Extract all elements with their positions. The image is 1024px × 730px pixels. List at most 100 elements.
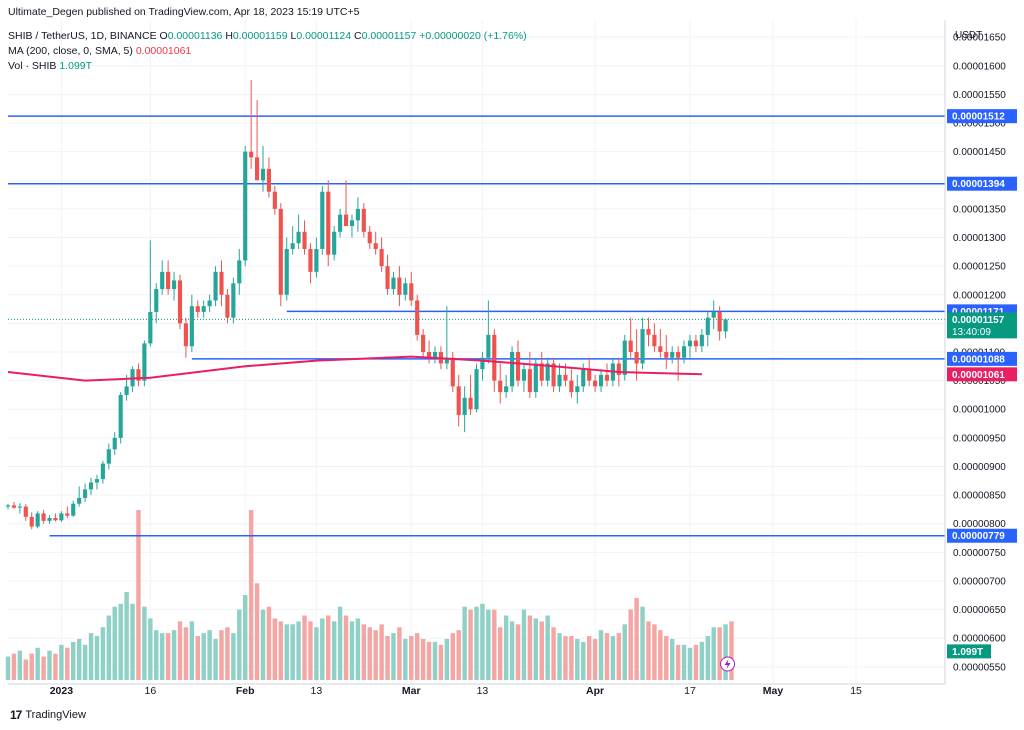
volume-bar [729,621,734,680]
volume-bar [634,597,639,680]
volume-bar [355,618,361,680]
volume-bar [432,641,438,680]
candle-body [403,283,408,295]
candle-body [616,363,621,375]
level-tag-label: 0.00001171 [952,307,1005,318]
candle-body [17,506,22,508]
candle-body [670,352,675,358]
candle-body [432,352,438,358]
volume-bar [201,633,206,680]
volume-bar [581,641,586,680]
y-tick-label: 0.00001250 [953,262,1006,273]
volume-bar [486,609,491,680]
volume-bar [100,627,106,680]
volume-bar [711,627,716,680]
volume-bar [646,621,651,680]
candle-body [533,363,538,393]
high-label: H [225,30,233,42]
candle-body [41,513,46,521]
volume-bar [337,606,343,680]
candle-body [29,516,34,527]
candle-body [640,329,645,364]
close-label: C [354,30,362,42]
volume-bar [497,627,503,680]
x-tick-label: May [763,685,784,697]
volume-bar [290,624,295,680]
volume-bar [669,638,675,680]
volume-bars [5,510,734,680]
volume-bar [94,636,100,680]
volume-bar [693,644,699,680]
volume-bar [88,633,94,680]
candle-body [409,283,414,301]
axis-tags: 0.00001512 0.00001394 0.00001171 0.00001088… [720,109,1017,672]
volume-bar [314,627,319,680]
volume-bar [284,624,289,680]
candle-body [480,357,485,370]
candle-body [581,369,586,387]
price-tag [947,312,1017,339]
candle-body [628,340,633,352]
volume-bar [391,633,396,680]
symbol-text: SHIB / TetherUS, 1D, BINANCE [8,30,157,42]
y-tick-label: 0.00001300 [953,233,1006,244]
candle-body [343,214,349,227]
tradingview-brand[interactable]: 17 TradingView [10,708,86,722]
y-tick-label: 0.00000950 [953,433,1006,444]
candle-body [71,503,76,516]
y-tick-label: 0.00000750 [953,548,1006,559]
candle-body [260,168,266,181]
volume-bar [557,633,562,680]
candle-body [255,157,260,181]
volume-bar [242,595,248,680]
level-tag [947,176,1017,191]
candle-body [385,266,390,290]
volume-bar [29,653,34,680]
candle-body [195,306,200,312]
volume-bar [326,615,331,680]
volume-bar [551,627,556,680]
candle-body [646,329,651,335]
volume-bar [723,624,728,680]
candle-body [397,277,402,295]
x-tick-label: 15 [850,685,862,697]
open-label: O [159,30,168,42]
y-tick-label: 0.00000700 [953,576,1006,587]
x-tick-label: Feb [236,685,255,697]
candle-body [166,271,171,290]
candle-body [243,151,248,261]
candle-body [391,277,396,290]
volume-bar [130,603,135,680]
candle-body [278,208,283,295]
candle-body [527,369,532,393]
volume-bar [426,641,432,680]
volume-bar [592,638,598,680]
volume-bar [35,647,40,680]
candle-body [664,352,669,358]
volume-bar [681,644,687,680]
candle-body [598,374,604,387]
vol-label: Vol · SHIB [8,60,57,72]
candles [5,80,728,530]
candle-body [569,380,574,393]
candle-body [498,380,503,393]
volume-bar [480,603,485,680]
level-tag-label: 0.00001088 [952,354,1005,365]
x-tick-label: Mar [402,685,421,697]
candle-body [557,374,562,387]
volume-bar [586,636,592,680]
volume-bar [82,644,88,680]
volume-bar [65,647,70,680]
candle-body [136,369,141,381]
candle-body [421,334,426,352]
publisher-text: Ultimate_Degen published on TradingView.… [8,6,360,18]
candle-body [676,352,681,358]
candle-body [373,243,378,249]
volume-bar [527,615,533,680]
candle-body [231,283,236,318]
candle-body [83,489,88,498]
candle-body [426,352,432,358]
y-tick-label: 0.00001550 [953,90,1006,101]
volume-bar [331,621,337,680]
